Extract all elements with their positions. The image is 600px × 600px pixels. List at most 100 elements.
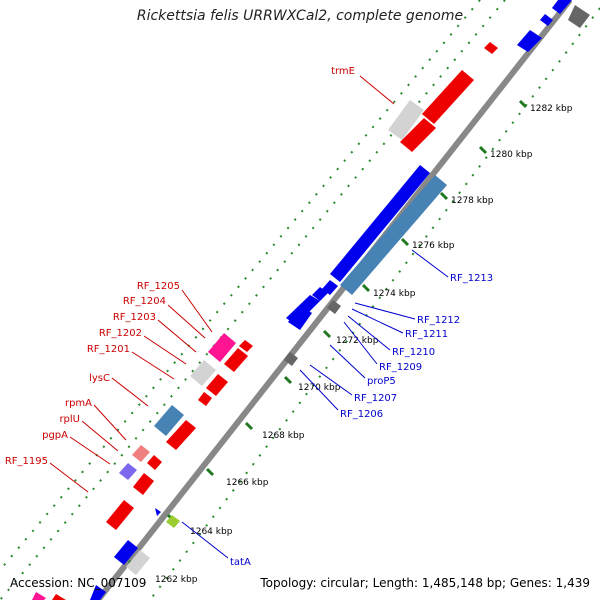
genome-backbone: [95, 0, 573, 600]
tick-1278: [439, 191, 449, 201]
scale-label: 1272 kbp: [336, 336, 379, 346]
inner-dots-line: [149, 7, 600, 600]
gene-label-forward: tatA: [230, 557, 251, 568]
scale-label: 1278 kbp: [451, 196, 494, 206]
right-labels: RF_1213 RF_1212 RF_1211 RF_1210 RF_1209 …: [181, 249, 493, 568]
genome-title: Rickettsia felis URRWXCal2, complete gen…: [136, 8, 464, 24]
scale-label: 1266 kbp: [226, 478, 269, 488]
gene-forward: [322, 280, 338, 295]
gene-reverse: [147, 455, 162, 470]
gene-reverse: [166, 420, 196, 450]
leader-line: [309, 364, 353, 396]
gene-forward: [312, 287, 328, 301]
gene-label-forward: RF_1207: [354, 393, 397, 404]
leader-line: [181, 289, 213, 333]
gene-label-forward: RF_1209: [379, 362, 422, 373]
gene-reverse: [133, 473, 154, 495]
scale-labels: 1282 kbp 1280 kbp 1278 kbp 1276 kbp 1274…: [155, 104, 573, 585]
gene-label-forward: RF_1211: [405, 329, 448, 340]
gene-reverse: [388, 100, 424, 140]
scale-label: 1274 kbp: [373, 289, 416, 299]
scale-label: 1264 kbp: [190, 527, 233, 537]
leader-line: [351, 308, 404, 334]
leader-line: [347, 315, 391, 351]
leader-line: [111, 377, 149, 407]
scale-label: 1268 kbp: [262, 431, 305, 441]
gene-reverse: [52, 594, 66, 600]
gene-reverse: [190, 360, 216, 386]
leader-line: [354, 302, 416, 320]
leader-line: [343, 321, 378, 365]
gene-label-reverse: rplU: [59, 414, 80, 425]
scale-label: 1276 kbp: [412, 241, 455, 251]
tick-1268: [244, 421, 254, 431]
scale-ticks: [127, 99, 528, 569]
tick-1276: [400, 237, 410, 247]
gene-label-reverse: RF_1195: [5, 456, 48, 467]
leader-line: [81, 420, 119, 452]
leader-line: [49, 462, 89, 493]
gene-forward: [166, 515, 180, 528]
accession-text: Accession: NC_007109: [10, 576, 147, 590]
gene-label-reverse: RF_1203: [113, 312, 156, 323]
leader-line: [329, 344, 366, 379]
gene-reverse: [422, 70, 474, 124]
gene-forward: [568, 5, 590, 28]
gene-label-reverse: RF_1204: [123, 296, 166, 307]
leader-line: [299, 369, 339, 411]
gene-forward: [327, 300, 341, 314]
tick-1272: [322, 329, 332, 339]
leader-line: [93, 404, 127, 441]
gene-reverse: [206, 374, 228, 396]
gene-label-forward: RF_1213: [450, 273, 493, 284]
gene-forward: [288, 305, 312, 330]
gene-forward: [90, 585, 106, 600]
leader-line: [157, 319, 197, 353]
genome-stats-text: Topology: circular; Length: 1,485,148 bp…: [260, 576, 590, 590]
gene-forward: [284, 352, 298, 366]
gene-forward: [517, 30, 542, 52]
reverse-genes: [32, 42, 498, 600]
tick-1266: [205, 467, 215, 477]
tick-1270: [283, 375, 293, 385]
gene-label-reverse: pgpA: [42, 430, 68, 441]
leader-line: [167, 304, 206, 339]
gene-reverse: [154, 405, 184, 436]
scale-label: 1282 kbp: [530, 104, 573, 114]
gene-reverse: [119, 463, 137, 480]
gene-reverse: [400, 118, 436, 152]
leader-line: [143, 335, 187, 365]
gene-label-forward: RF_1210: [392, 347, 435, 358]
forward-genes: [90, 0, 590, 600]
gene-forward: [552, 0, 572, 14]
scale-label: 1270 kbp: [298, 383, 341, 393]
gene-reverse: [132, 445, 150, 462]
gene-forward: [330, 165, 430, 282]
gene-label-forward: RF_1212: [417, 315, 460, 326]
outer-dots-line: [0, 0, 506, 600]
gene-forward: [126, 550, 150, 575]
gene-label-reverse: RF_1202: [99, 328, 142, 339]
left-labels: trmE RF_1205 RF_1204 RF_1203 RF_1202 RF_…: [5, 66, 395, 493]
tick-1280: [478, 145, 488, 155]
leader-line: [411, 249, 449, 278]
leader-line: [181, 521, 229, 559]
gene-forward: [540, 14, 553, 26]
scale-label: 1280 kbp: [490, 150, 533, 160]
gene-reverse: [484, 42, 498, 54]
gene-reverse: [32, 592, 46, 600]
gene-label-reverse: lysC: [89, 373, 110, 384]
gene-label-reverse: rpmA: [65, 398, 92, 409]
gene-forward: [114, 540, 138, 565]
gene-label-reverse: RF_1205: [137, 281, 180, 292]
gene-label-forward: RF_1206: [340, 409, 383, 420]
gene-reverse: [224, 348, 248, 372]
tick-1282: [518, 99, 528, 109]
leader-line: [359, 75, 395, 105]
leader-line: [131, 351, 175, 380]
gene-reverse: [106, 500, 134, 530]
gene-reverse: [239, 340, 253, 352]
scale-label: 1262 kbp: [155, 575, 198, 585]
